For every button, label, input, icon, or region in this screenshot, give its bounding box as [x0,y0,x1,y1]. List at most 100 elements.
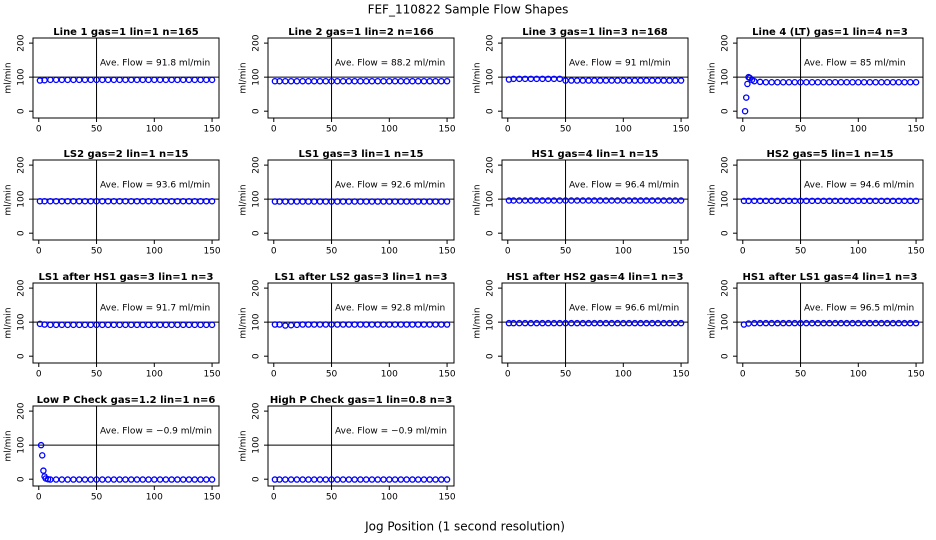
point [197,476,204,483]
point [38,452,46,459]
point [334,476,341,483]
point [293,198,301,205]
y-tick-label: 0 [486,230,496,236]
point [299,321,306,328]
figure-title: FEF_110822 Sample Flow Shapes [368,3,569,17]
plot-frame [736,282,924,364]
point [403,476,410,483]
point [374,476,382,483]
x-tick-label: 100 [146,125,163,135]
point [432,77,439,85]
x-tick-label: 50 [91,370,103,380]
point [527,319,535,327]
y-axis-label: ml/min [239,184,249,215]
point [912,319,920,327]
x-tick-label: 50 [91,493,103,503]
annotation: Ave. Flow = 92.6 ml/min [335,181,445,191]
x-tick-label: 0 [271,493,277,503]
point [568,77,575,84]
x-tick-label: 0 [36,247,42,257]
point [305,321,312,328]
point [380,476,387,483]
point [151,476,158,483]
point [889,79,897,86]
point [602,319,610,327]
point [185,476,193,483]
point [351,77,358,85]
x-tick-label: 50 [560,370,572,380]
point [334,198,341,205]
point [438,77,445,85]
point [64,76,71,84]
point [614,77,621,84]
point [579,77,587,84]
point [843,319,851,327]
x-tick-label: 150 [907,125,924,135]
x-tick-label: 100 [381,493,398,503]
x-tick-label: 150 [203,125,220,135]
point [579,319,587,327]
point [426,476,433,483]
point [397,198,405,205]
point [203,476,210,483]
point [174,321,181,329]
point [608,77,616,84]
point [883,319,891,327]
annotation: Ave. Flow = 94.6 ml/min [804,181,914,191]
point [75,476,83,483]
x-tick-label: 150 [438,125,455,135]
y-axis-label: ml/min [473,184,483,215]
point [208,197,216,205]
point [672,319,679,327]
point [305,476,312,483]
x-tick-label: 0 [505,125,511,135]
point [310,476,318,483]
point [357,77,364,85]
plot-frame [501,282,689,364]
point [414,198,422,205]
annotation: Ave. Flow = 96.4 ml/min [569,181,679,191]
point [282,198,289,205]
panel-title: HS1 after LS1 gas=4 lin=1 n=3 [742,272,917,283]
point [203,76,210,84]
point [52,321,60,329]
point [374,77,382,85]
x-tick-label: 50 [326,370,338,380]
point [426,77,433,85]
y-tick-label: 100 [486,190,496,207]
point [895,79,902,86]
x-tick-label: 100 [146,493,163,503]
point [299,77,306,85]
y-tick-label: 200 [252,279,262,296]
point [133,476,141,483]
point [409,77,416,85]
point [403,198,410,205]
plot-frame [501,37,689,119]
point [362,77,370,85]
point [397,476,405,483]
point [443,476,451,483]
x-tick-label: 0 [36,125,42,135]
point [162,76,170,84]
point [573,319,581,327]
point [912,197,920,205]
x-tick-label: 0 [505,370,511,380]
y-axis-label: ml/min [473,62,483,93]
point [872,319,879,327]
y-axis-label: ml/min [239,62,249,93]
point [81,76,89,84]
annotation: Ave. Flow = 88.2 ml/min [335,59,445,69]
annotation: Ave. Flow = 96.5 ml/min [804,304,914,314]
point [47,321,54,329]
point [276,321,283,328]
panel-title: Line 1 gas=1 lin=1 n=165 [53,27,199,38]
point [362,476,370,483]
point [179,476,187,483]
point [808,319,816,327]
point [779,79,787,86]
y-tick-label: 100 [252,313,262,330]
y-tick-label: 100 [252,190,262,207]
point [122,76,129,84]
point [438,476,445,483]
